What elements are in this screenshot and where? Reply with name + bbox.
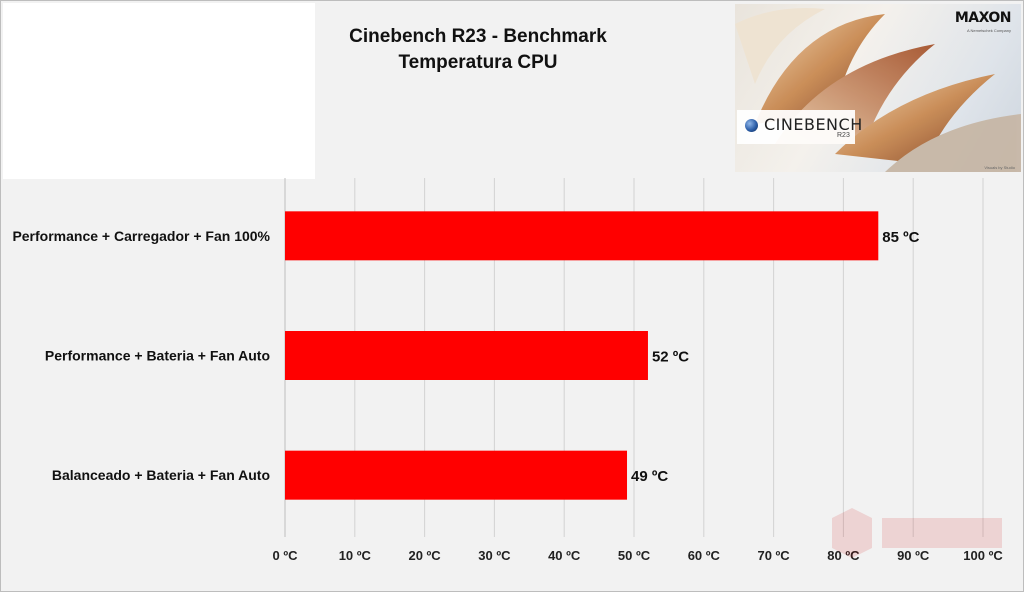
cinebench-logo-image: MAXON A Nemetschek Company CINEBENCH R23… — [735, 4, 1021, 172]
category-label: Balanceado + Bateria + Fan Auto — [52, 467, 270, 483]
x-tick-label: 50 ºC — [618, 548, 651, 563]
render-credit: Visuals by Studio — [984, 165, 1015, 170]
x-tick-label: 70 ºC — [757, 548, 790, 563]
maxon-brand-sub: A Nemetschek Company — [966, 28, 1011, 33]
category-label: Performance + Carregador + Fan 100% — [12, 228, 270, 244]
data-label: 52 ºC — [652, 349, 689, 366]
bar — [285, 331, 648, 380]
x-tick-label: 100 ºC — [963, 548, 1003, 563]
cinebench-label-box: CINEBENCH R23 — [737, 110, 862, 144]
chart-title-block: Cinebench R23 - Benchmark Temperatura CP… — [330, 24, 626, 76]
x-tick-label: 30 ºC — [478, 548, 511, 563]
bar — [285, 211, 879, 261]
cinema4d-sphere-icon — [745, 119, 758, 132]
x-tick-label: 60 ºC — [688, 548, 721, 563]
bar — [285, 450, 628, 500]
chart-title: Cinebench R23 - Benchmark — [349, 26, 607, 47]
x-tick-label: 40 ºC — [548, 548, 581, 563]
data-label: 85 ºC — [882, 229, 919, 246]
blank-panel — [3, 3, 315, 179]
x-tick-label: 10 ºC — [339, 548, 372, 563]
category-label: Performance + Bateria + Fan Auto — [45, 348, 270, 364]
x-tick-label: 90 ºC — [897, 548, 930, 563]
watermark-logo — [832, 508, 1002, 558]
x-tick-label: 80 ºC — [827, 548, 860, 563]
maxon-brand: MAXON — [954, 10, 1012, 26]
x-tick-label: 20 ºC — [408, 548, 441, 563]
cinebench-version: R23 — [837, 132, 850, 139]
x-tick-label: 0 ºC — [273, 548, 299, 563]
chart-subtitle: Temperatura CPU — [398, 52, 558, 73]
data-label: 49 ºC — [631, 468, 668, 485]
cinebench-product-name: CINEBENCH — [764, 115, 863, 134]
